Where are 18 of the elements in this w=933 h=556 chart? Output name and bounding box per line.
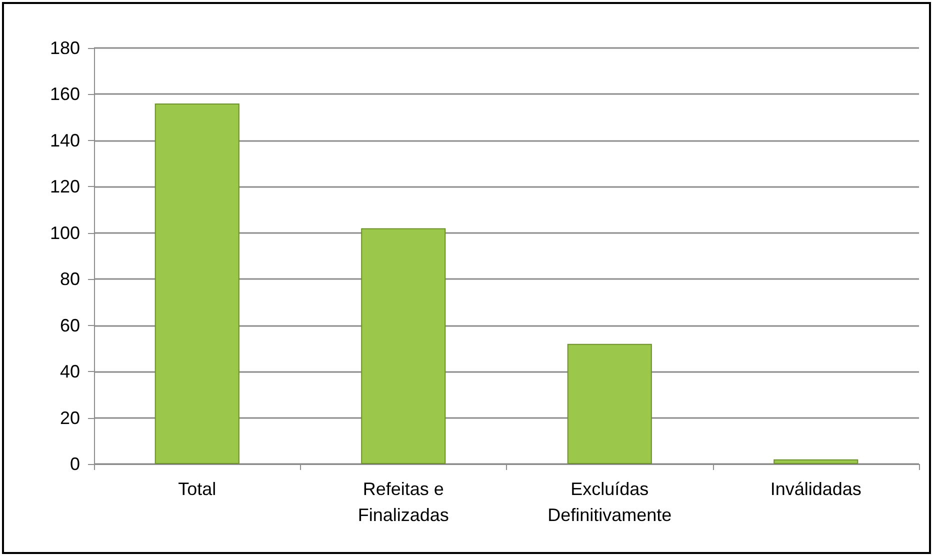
x-tick-label: Refeitas e Finalizadas [358, 479, 449, 525]
y-tick-label: 100 [50, 222, 80, 243]
x-tick-label: Excluídas Definitivamente [548, 479, 672, 525]
y-tick-label: 80 [60, 269, 80, 290]
bar [774, 459, 858, 464]
y-tick-label: 140 [50, 130, 80, 150]
x-tick-label: Total [178, 479, 216, 499]
y-tick-label: 20 [60, 408, 80, 428]
bar [361, 228, 446, 464]
y-tick-label: 160 [50, 84, 80, 104]
y-tick-label: 0 [70, 454, 80, 474]
y-tick-label: 120 [50, 176, 80, 197]
bar [567, 344, 652, 464]
bar [154, 103, 240, 464]
y-tick-label: 40 [60, 362, 80, 382]
x-tick-label: Inválidadas [770, 479, 862, 499]
y-tick-label: 60 [60, 315, 80, 336]
y-tick-label: 180 [50, 38, 80, 58]
